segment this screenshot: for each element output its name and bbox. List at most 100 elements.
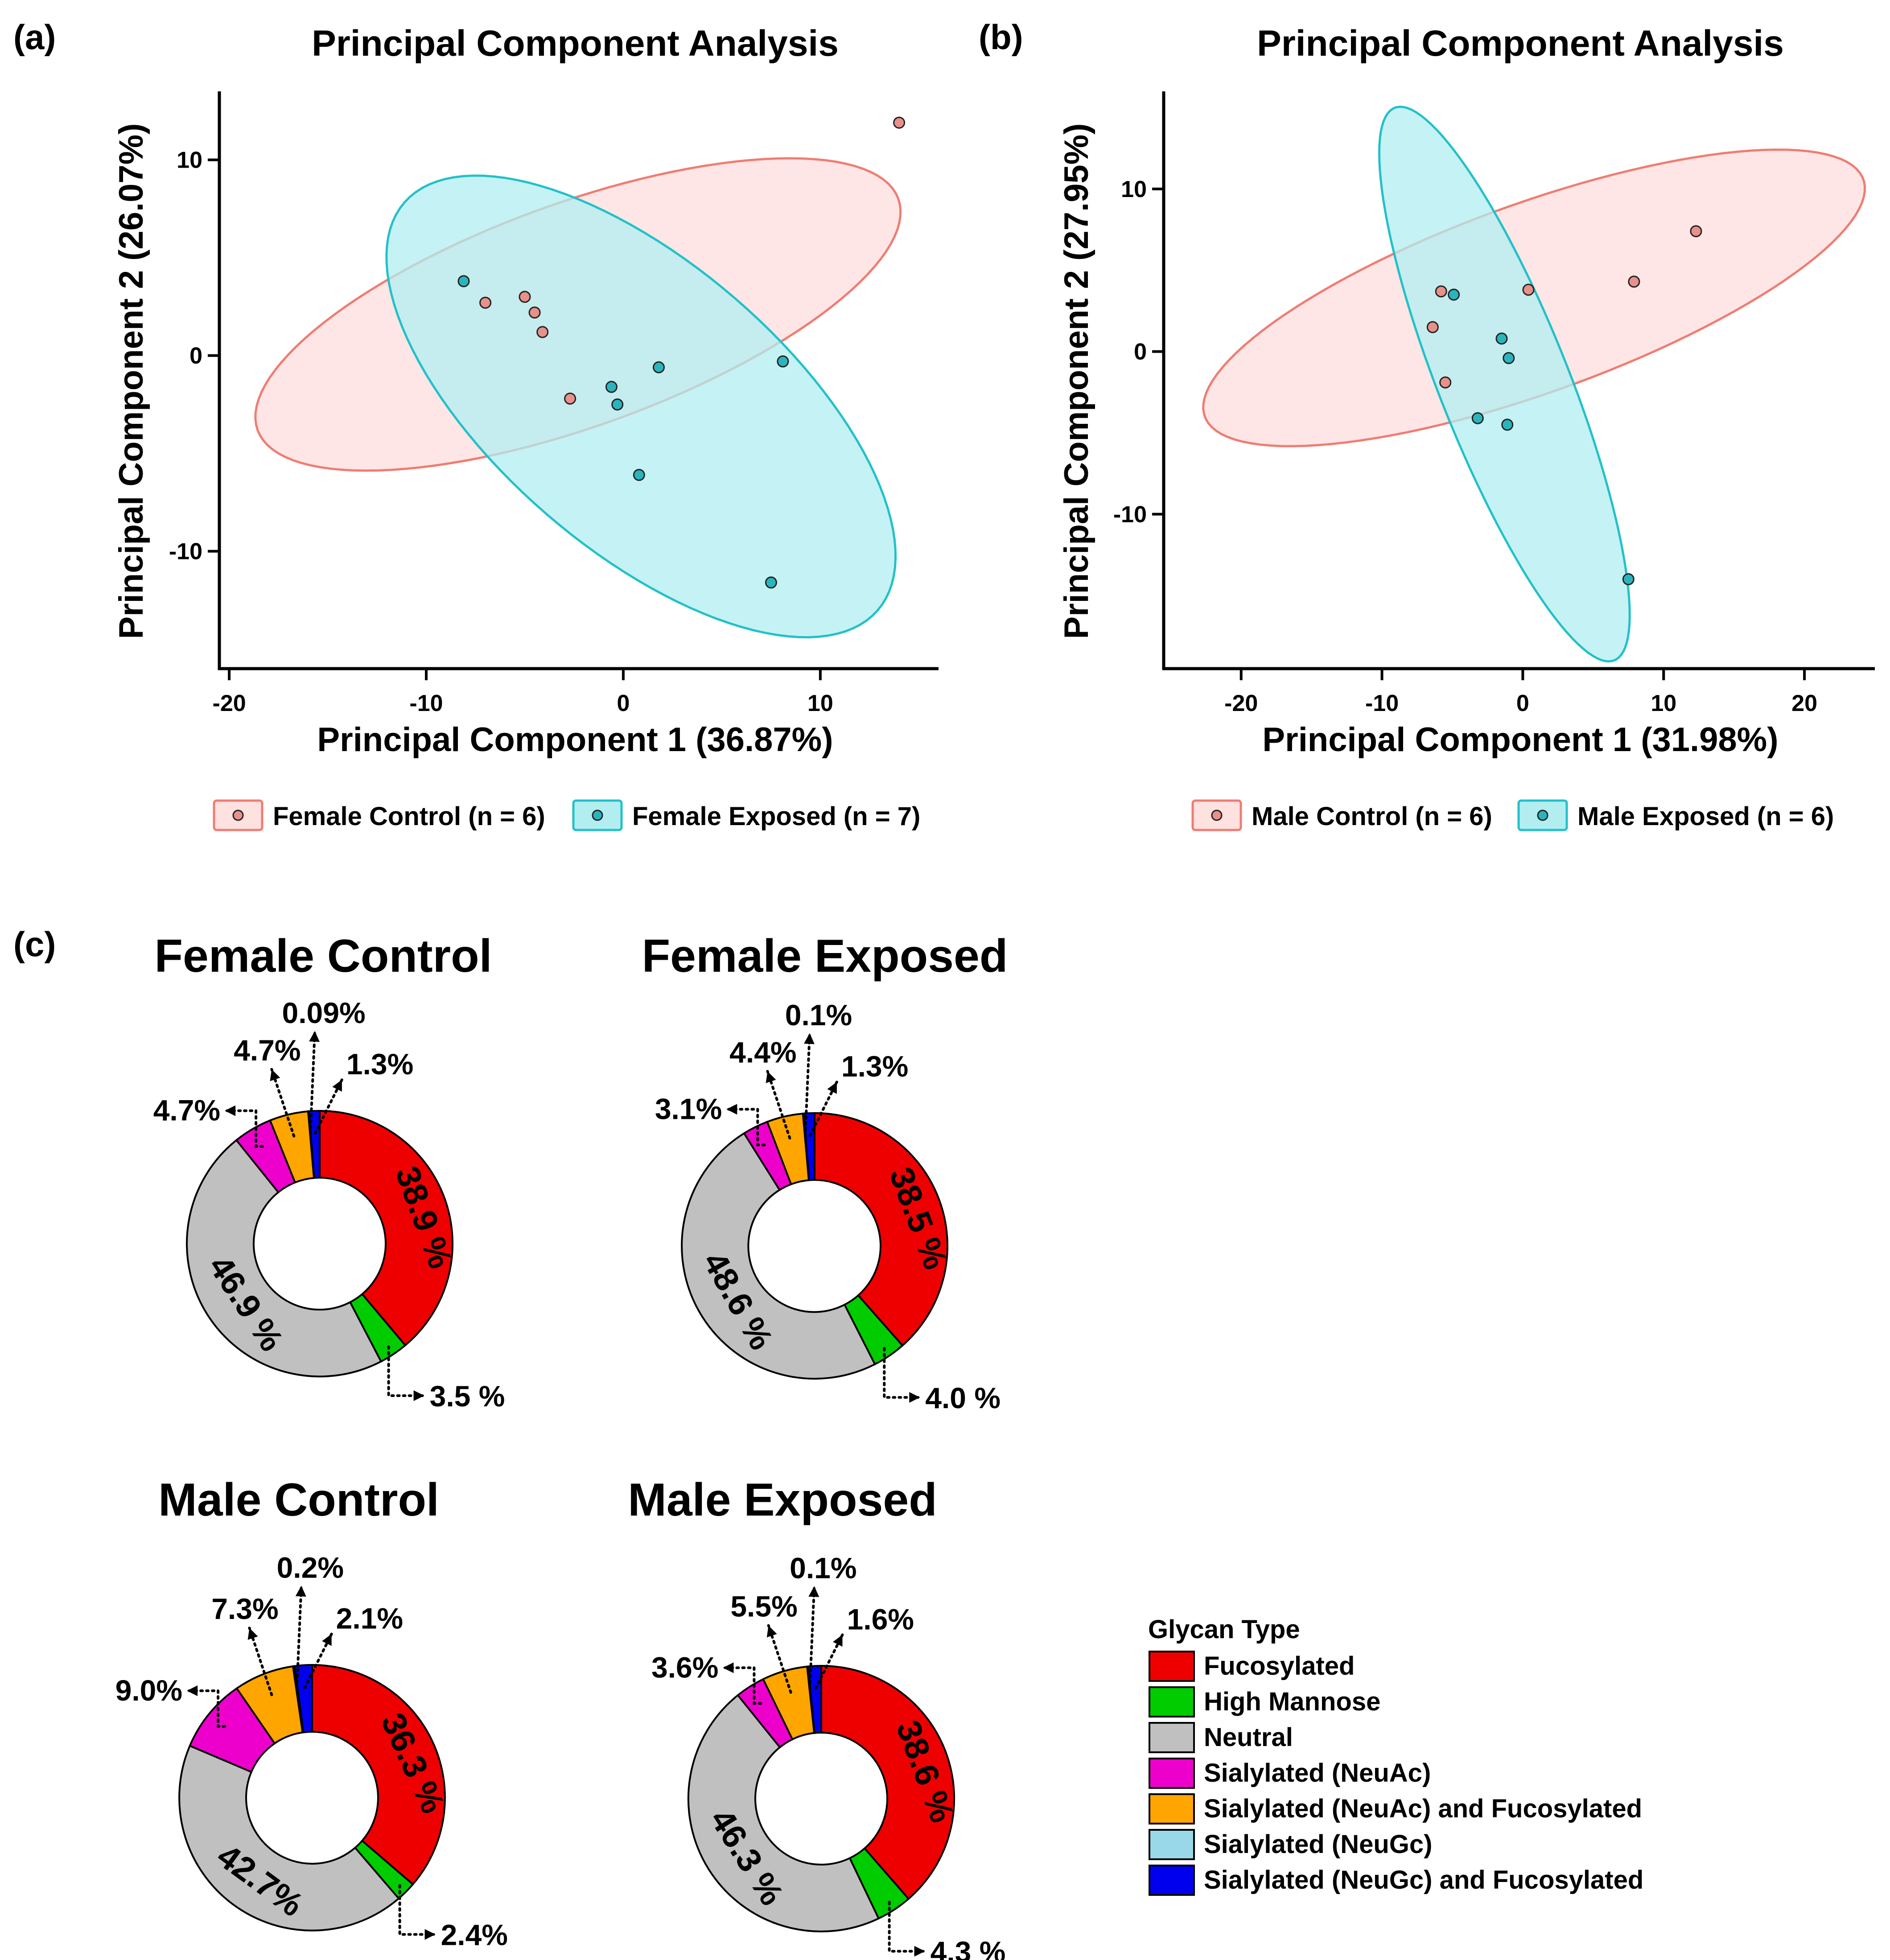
slice-label-sialylated-neugc: 0.09%: [282, 996, 366, 1029]
slice-label-sialylated-neuac-fucosylated: 7.3%: [211, 1592, 278, 1625]
leader-sialylated-neuac-fucosylated-head: [270, 1069, 280, 1081]
legend-swatch-sialylated-neuac-fucosylated: [1149, 1793, 1195, 1824]
donut-male-control: Male Control 36.3 %42.7%2.4%9.0%7.3%0.2%…: [115, 1474, 508, 1952]
slice-label-sialylated-neugc-fucosylated: 1.3%: [841, 1050, 908, 1083]
legend-label-control: Male Control (n = 6): [1252, 802, 1492, 831]
legend-swatch-high-mannose: [1149, 1686, 1195, 1718]
leader-high-mannose-head: [914, 1946, 925, 1957]
x-axis-label: Principal Component 1 (36.87%): [317, 721, 833, 759]
leader-sialylated-neugc-head: [309, 1031, 320, 1042]
data-point-exposed: [765, 576, 777, 589]
legend-label-sialylated-neugc-fucosylated: Sialylated (NeuGc) and Fucosylated: [1204, 1865, 1643, 1894]
chart-title: Principal Component Analysis: [1257, 23, 1784, 64]
leader-sialylated-neugc-fucosylated: [303, 1632, 333, 1689]
x-tick-label: 10: [1651, 690, 1676, 716]
slice-fucosylated: [311, 1664, 446, 1886]
pca-legend-male: Male Control (n = 6) Male Exposed (n = 6…: [1191, 799, 1834, 831]
slice-label-high-mannose: 4.0 %: [925, 1381, 1001, 1414]
slice-label-high-mannose: 2.4%: [441, 1919, 508, 1952]
donut-title: Female Exposed: [642, 930, 1008, 982]
leader-high-mannose-head: [413, 1390, 424, 1401]
x-axis-label: Principal Component 1 (31.98%): [1262, 721, 1778, 759]
panel-label-a: (a): [13, 17, 56, 57]
data-point-exposed: [457, 275, 470, 288]
legend-label-high-mannose: High Mannose: [1204, 1687, 1380, 1716]
donut-title: Male Control: [158, 1474, 439, 1526]
slice-label-sialylated-neugc-fucosylated: 2.1%: [336, 1602, 403, 1635]
slice-label-sialylated-neugc: 0.1%: [790, 1551, 856, 1584]
legend-label-sialylated-neuac-fucosylated: Sialylated (NeuAc) and Fucosylated: [1204, 1794, 1642, 1823]
leader-sialylated-neugc: [808, 1585, 816, 1690]
glycan-type-legend: Glycan Type Fucosylated High Mannose Neutr…: [1148, 1615, 1643, 1896]
y-tick-label: -10: [1113, 501, 1147, 527]
legend-swatch-sialylated-neugc-fucosylated: [1149, 1865, 1195, 1896]
donut-female-control: Female Control 38.9 %46.9 %3.5 %4.7%4.7%…: [153, 930, 505, 1413]
legend-label-sialylated-neugc: Sialylated (NeuGc): [1204, 1830, 1432, 1859]
data-point-exposed: [1503, 352, 1515, 364]
donut-female-exposed: Female Exposed 38.5 %48.6 %4.0 %3.1%4.4%…: [642, 930, 1008, 1414]
data-point-exposed: [633, 468, 645, 481]
legend-label-fucosylated: Fucosylated: [1204, 1652, 1355, 1681]
leader-sialylated-neuac: [721, 1666, 762, 1705]
leader-high-mannose-head: [424, 1929, 436, 1940]
legend-marker-control: [1211, 809, 1223, 821]
legend-marker-exposed: [1537, 809, 1548, 821]
slice-label-sialylated-neugc-fucosylated: 1.3%: [346, 1048, 413, 1081]
y-tick-label: 10: [1121, 177, 1147, 202]
leader-sialylated-neugc: [309, 1029, 317, 1135]
leader-sialylated-neugc-fucosylated: [814, 1633, 844, 1690]
pca-legend-female: Female Control (n = 6) Female Exposed (n…: [213, 799, 920, 831]
pca-chart-male: Principal Component Analysis -20 -10 0 10 20…: [1058, 23, 1875, 831]
leader-sialylated-neuac: [223, 1109, 264, 1148]
data-point-exposed: [605, 381, 618, 393]
leader-sialylated-neugc-fucosylated: [808, 1081, 838, 1137]
slice-label-high-mannose: 4.3 %: [931, 1935, 1006, 1960]
legend-label-neutral: Neutral: [1204, 1723, 1293, 1752]
slice-label-sialylated-neuac: 3.1%: [655, 1093, 722, 1126]
data-point-exposed: [1448, 288, 1460, 301]
leader-sialylated-neuac-fucosylated: [767, 1624, 792, 1694]
x-tick-label: 10: [807, 690, 833, 716]
leader-high-mannose: [888, 1901, 926, 1953]
leader-sialylated-neuac-head: [723, 1662, 734, 1673]
legend-swatch-sialylated-neuac: [1149, 1758, 1195, 1789]
slice-fucosylated: [820, 1664, 955, 1900]
legend-title: Glycan Type: [1148, 1615, 1300, 1644]
leader-sialylated-neuac-fucosylated: [248, 1627, 273, 1697]
confidence-ellipse-exposed: [385, 174, 897, 639]
leader-sialylated-neuac-fucosylated-head: [766, 1071, 776, 1083]
leader-sialylated-neugc-fucosylated-head: [833, 1635, 843, 1647]
donut-title: Female Control: [155, 930, 492, 982]
leader-sialylated-neugc-fucosylated-head: [827, 1082, 837, 1094]
data-point-exposed: [777, 355, 789, 368]
leader-sialylated-neuac-fucosylated-head: [247, 1628, 258, 1640]
data-point-exposed: [1495, 333, 1508, 345]
slice-label-sialylated-neuac: 9.0%: [115, 1674, 182, 1707]
y-tick-label: -10: [169, 539, 202, 565]
x-tick-label: 0: [1516, 690, 1529, 716]
x-tick-label: 20: [1791, 690, 1817, 716]
slice-neutral: [687, 1694, 880, 1932]
legend-swatch-fucosylated: [1149, 1651, 1195, 1682]
data-point-control: [1522, 284, 1535, 296]
legend-swatch-sialylated-neugc: [1149, 1829, 1195, 1860]
slice-neutral: [681, 1132, 876, 1380]
donut-title: Male Exposed: [628, 1474, 937, 1526]
data-point-control: [1690, 225, 1702, 238]
leader-sialylated-neuac-head: [187, 1685, 198, 1696]
slice-fucosylated: [814, 1112, 948, 1347]
x-tick-label: 0: [617, 690, 630, 716]
leader-sialylated-neugc-fucosylated-head: [322, 1634, 332, 1646]
leader-high-mannose: [398, 1884, 437, 1936]
data-point-control: [479, 296, 492, 309]
data-point-control: [536, 326, 549, 338]
slice-label-sialylated-neuac: 3.6%: [651, 1651, 718, 1684]
slice-label-sialylated-neuac-fucosylated: 5.5%: [730, 1590, 797, 1623]
data-point-control: [528, 306, 541, 319]
slice-label-sialylated-neuac-fucosylated: 4.7%: [234, 1034, 301, 1067]
slice-neutral: [178, 1744, 400, 1931]
data-point-exposed: [1471, 412, 1484, 424]
leader-sialylated-neugc: [295, 1584, 303, 1690]
donut-male-exposed: Male Exposed 38.6 %46.3 %4.3 %3.6%5.5%0.…: [628, 1474, 1005, 1960]
